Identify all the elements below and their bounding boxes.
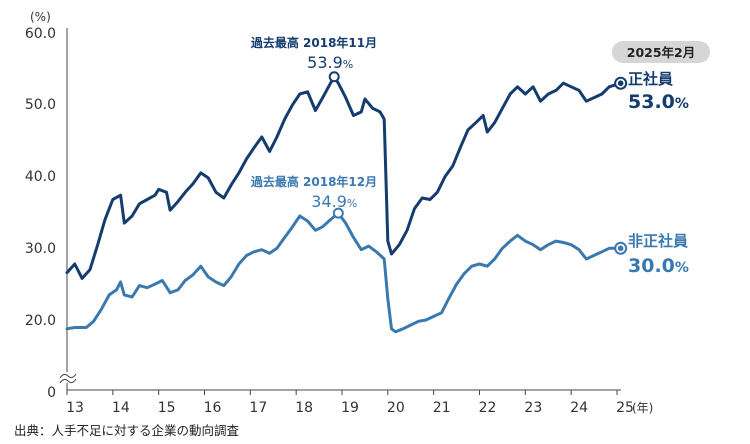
x-axis-unit: (年) [632, 401, 653, 415]
x-tick-label: 22 [479, 400, 497, 416]
x-axis-ticks: 13 14 15 16 17 18 19 20 21 22 23 24 25(年) [66, 390, 653, 416]
y-axis-ticks: 60.0 50.0 40.0 30.0 20.0 0 [25, 26, 56, 401]
x-tick-label: 18 [295, 400, 313, 416]
x-tick-label: 24 [570, 400, 588, 416]
axis-break-mark-lower [59, 378, 77, 384]
latest-date-badge-label: 2025年2月 [627, 45, 696, 60]
end-marker-dot [617, 80, 624, 87]
axis-break-mark-upper [59, 373, 77, 379]
series-end-value: 53.0% [628, 91, 689, 113]
series-line-nonregular [65, 211, 623, 334]
peak-annotation-label: 過去最高 2018年12月 [250, 174, 377, 189]
peak-value-label: 34.9% [311, 192, 357, 211]
peak-value-label: 53.9% [307, 53, 353, 72]
y-tick-label: 50.0 [25, 97, 56, 113]
peak-annotation-label: 過去最高 2018年11月 [250, 35, 377, 50]
x-tick-label: 20 [387, 400, 405, 416]
y-tick-label: 30.0 [25, 241, 56, 257]
series-layer [65, 71, 628, 334]
y-tick-label: 0 [47, 385, 56, 401]
x-tick-label: 14 [112, 400, 130, 416]
axes [59, 28, 621, 391]
x-tick-label: 15 [158, 400, 176, 416]
end-marker-dot [617, 245, 624, 252]
y-tick-label: 40.0 [25, 169, 56, 185]
source-note: 出典：人手不足に対する企業の動向調査 [14, 423, 240, 438]
peak-marker [328, 71, 340, 83]
series-name-label: 正社員 [628, 70, 673, 88]
labels-layer: 正社員 53.0% 過去最高 2018年11月 53.9% 非正社員 30.0% 過去最高 … [250, 35, 710, 277]
latest-date-badge [612, 41, 710, 63]
x-tick-label: 23 [524, 400, 542, 416]
peak-marker [332, 207, 344, 219]
y-tick-label: 20.0 [25, 313, 56, 329]
y-tick-label: 60.0 [25, 26, 56, 42]
x-tick-label: 19 [341, 400, 359, 416]
series-name-label: 非正社員 [628, 232, 688, 250]
y-axis-unit: (%) [30, 10, 51, 24]
series-line-regular [65, 75, 623, 280]
x-tick-label: 17 [249, 400, 267, 416]
x-tick-label: 16 [204, 400, 222, 416]
series-end-value: 30.0% [628, 255, 689, 277]
x-tick-label: 13 [66, 400, 84, 416]
x-tick-label: 21 [433, 400, 451, 416]
x-tick-label: 25 [616, 400, 634, 416]
